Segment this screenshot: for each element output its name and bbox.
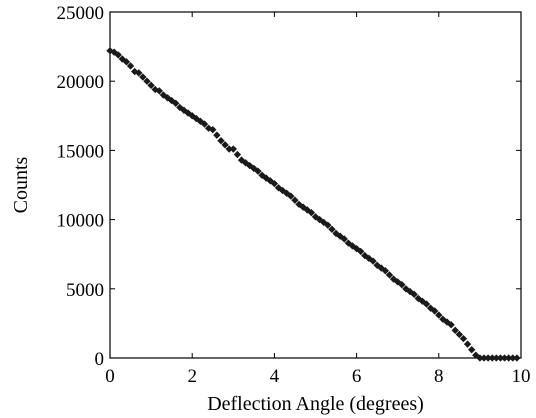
data-point	[381, 267, 390, 275]
data-point	[143, 77, 151, 85]
x-tick-label: 6	[352, 366, 362, 387]
data-point	[410, 290, 418, 299]
data-point	[455, 330, 464, 339]
data-point	[509, 354, 517, 362]
y-axis-ticks: 0 5000 10000 15000 20000 25000	[57, 3, 521, 370]
data-point	[287, 192, 295, 200]
data-point	[209, 125, 217, 134]
y-tick-label: 15000	[57, 141, 105, 162]
data-point	[126, 62, 135, 70]
data-point	[447, 321, 455, 329]
data-point	[114, 51, 122, 59]
data-point	[459, 334, 468, 343]
data-point	[488, 354, 496, 362]
data-point	[484, 354, 492, 362]
data-point	[225, 145, 233, 153]
y-tick-label: 20000	[57, 72, 105, 93]
data-point	[398, 280, 406, 289]
x-axis-label: Deflection Angle (degrees)	[207, 393, 424, 415]
data-point	[513, 354, 521, 362]
data-point	[431, 307, 439, 315]
data-point	[480, 354, 488, 362]
x-tick-label: 2	[187, 366, 197, 387]
data-point	[500, 354, 509, 362]
data-point	[476, 354, 484, 362]
data-point	[122, 58, 131, 66]
data-point	[468, 346, 476, 354]
y-tick-label: 25000	[57, 3, 105, 24]
data-point	[139, 73, 147, 81]
data-point	[463, 340, 472, 348]
x-tick-label: 4	[270, 366, 280, 387]
x-axis-ticks: 0 2 4 6 8 10	[105, 12, 531, 387]
data-point	[213, 131, 221, 139]
data-point	[229, 145, 237, 153]
x-tick-label: 0	[105, 366, 115, 387]
data-points	[106, 47, 521, 362]
data-point	[504, 354, 513, 362]
x-tick-label: 10	[512, 366, 531, 387]
y-tick-label: 10000	[57, 211, 105, 232]
data-point	[200, 120, 209, 128]
data-point	[422, 300, 431, 308]
data-point	[155, 87, 163, 95]
plot-frame	[109, 11, 522, 359]
data-point	[492, 354, 501, 362]
data-point	[291, 196, 299, 204]
data-point	[496, 354, 505, 362]
data-point	[369, 257, 377, 265]
y-tick-label: 0	[95, 349, 105, 370]
x-tick-label: 8	[434, 366, 444, 387]
data-point	[135, 69, 143, 77]
data-point	[451, 326, 459, 334]
data-point	[217, 137, 225, 145]
y-axis-label: Counts	[10, 156, 32, 213]
plot-border	[109, 11, 522, 359]
data-point	[147, 81, 155, 90]
data-point	[435, 311, 443, 319]
y-tick-label: 5000	[66, 280, 104, 301]
data-point	[357, 247, 365, 256]
data-point	[385, 271, 394, 279]
data-point	[233, 150, 242, 159]
data-point	[172, 99, 180, 108]
